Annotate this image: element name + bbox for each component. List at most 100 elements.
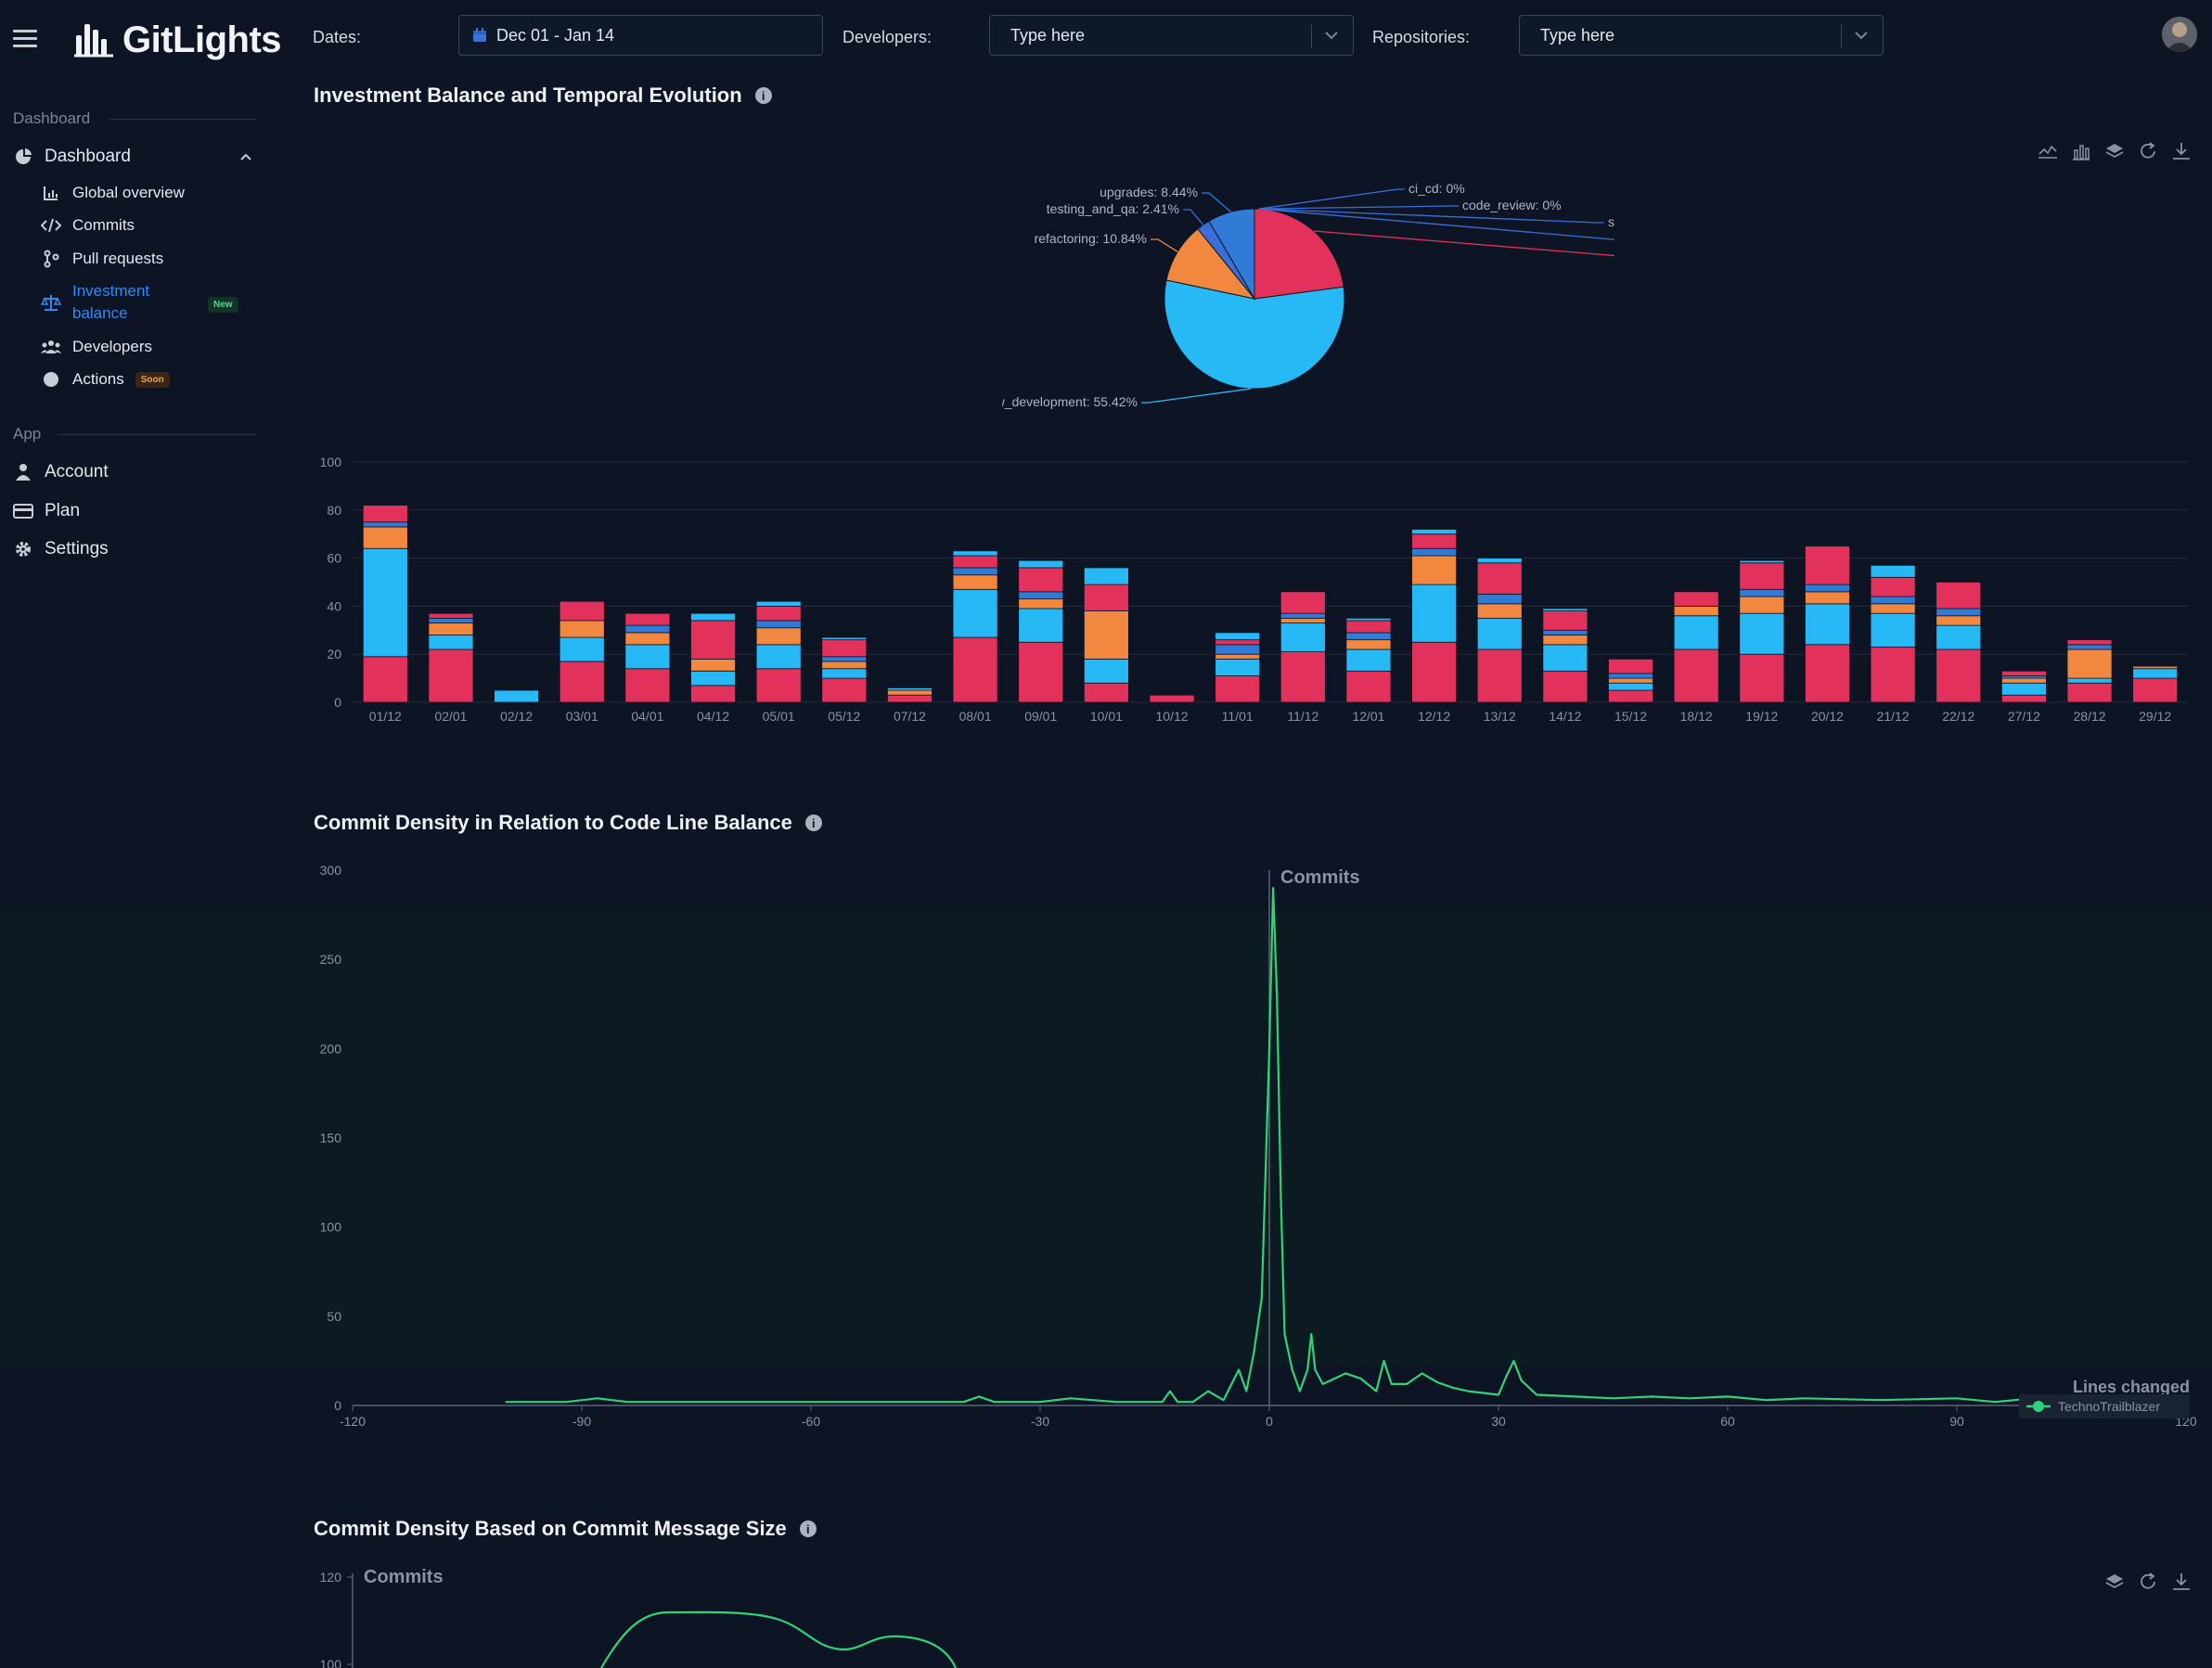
bar-segment[interactable] xyxy=(624,612,671,626)
bar-segment[interactable] xyxy=(1411,529,1458,535)
bar-segment[interactable] xyxy=(1936,648,1982,703)
bar-segment[interactable] xyxy=(952,567,998,576)
bar-segment[interactable] xyxy=(1345,620,1392,634)
bar-segment[interactable] xyxy=(1280,651,1326,703)
bar-segment[interactable] xyxy=(821,677,868,703)
bar-segment[interactable] xyxy=(952,550,998,557)
legend[interactable]: TechnoTrailblazer xyxy=(2019,1394,2190,1418)
bar-segment[interactable] xyxy=(1870,576,1916,597)
bar-segment[interactable] xyxy=(1215,639,1261,646)
bar-segment[interactable] xyxy=(821,668,868,679)
bar-segment[interactable] xyxy=(1936,582,1982,609)
bar-segment[interactable] xyxy=(1608,658,1653,674)
bar-segment[interactable] xyxy=(1018,608,1064,643)
repositories-input[interactable]: Type here xyxy=(1540,25,1615,45)
bar-segment[interactable] xyxy=(690,685,736,703)
sidebar-item-account[interactable]: Account xyxy=(13,462,109,482)
bar-segment[interactable] xyxy=(559,620,605,638)
bar-segment[interactable] xyxy=(952,555,998,569)
bar-segment[interactable] xyxy=(1476,594,1523,605)
bar-segment[interactable] xyxy=(2132,668,2179,679)
bar-segment[interactable] xyxy=(1805,545,1850,585)
info-icon[interactable]: i xyxy=(754,87,772,104)
bar-segment[interactable] xyxy=(1083,682,1129,703)
bar-segment[interactable] xyxy=(887,694,932,703)
refresh-icon[interactable] xyxy=(2138,1572,2158,1592)
bar-segment[interactable] xyxy=(1542,635,1588,646)
sidebar-item-plan[interactable]: Plan xyxy=(13,501,80,521)
bar-segment[interactable] xyxy=(428,612,474,619)
bar-segment[interactable] xyxy=(1345,617,1392,622)
stack-icon[interactable] xyxy=(2104,141,2125,161)
bar-segment[interactable] xyxy=(1411,641,1458,703)
bar-segment[interactable] xyxy=(1018,559,1064,569)
info-icon[interactable]: i xyxy=(804,815,822,831)
pie-slice[interactable] xyxy=(1164,279,1345,390)
download-icon[interactable] xyxy=(2171,141,2192,161)
bar-segment[interactable] xyxy=(1411,555,1458,585)
bar-segment[interactable] xyxy=(1542,629,1588,635)
bar-segment[interactable] xyxy=(1805,644,1850,703)
bar-chart-icon[interactable] xyxy=(2071,141,2091,161)
sidebar-item-investment-balance[interactable]: Investment balance xyxy=(41,280,149,325)
bar-segment[interactable] xyxy=(2066,648,2113,679)
bar-segment[interactable] xyxy=(494,689,540,703)
bar-segment[interactable] xyxy=(1673,615,1719,650)
bar-segment[interactable] xyxy=(1739,562,1785,590)
pie-slice[interactable] xyxy=(1165,227,1256,300)
bar-segment[interactable] xyxy=(755,620,802,629)
bar-segment[interactable] xyxy=(821,656,868,662)
bar-segment[interactable] xyxy=(952,636,998,703)
bar-segment[interactable] xyxy=(428,617,474,623)
bar-segment[interactable] xyxy=(1608,682,1653,691)
bar-segment[interactable] xyxy=(2000,670,2047,676)
chevron-down-icon[interactable] xyxy=(1853,27,1870,44)
bar-segment[interactable] xyxy=(1936,624,1982,650)
bar-segment[interactable] xyxy=(1673,591,1719,607)
bar-segment[interactable] xyxy=(1215,632,1261,641)
bar-segment[interactable] xyxy=(362,505,408,523)
bar-segment[interactable] xyxy=(1476,558,1523,564)
bar-segment[interactable] xyxy=(1739,596,1785,614)
repositories-select[interactable]: Type here xyxy=(1519,15,1884,56)
bar-segment[interactable] xyxy=(755,600,802,607)
bar-segment[interactable] xyxy=(1345,648,1392,672)
chevron-up-icon[interactable] xyxy=(239,152,252,161)
bar-segment[interactable] xyxy=(1215,658,1261,676)
bar-segment[interactable] xyxy=(1411,533,1458,549)
bar-segment[interactable] xyxy=(1936,608,1982,617)
bar-segment[interactable] xyxy=(428,622,474,635)
bar-segment[interactable] xyxy=(1018,591,1064,600)
bar-segment[interactable] xyxy=(2066,644,2113,650)
bar-segment[interactable] xyxy=(1345,670,1392,703)
bar-segment[interactable] xyxy=(362,547,408,658)
bar-segment[interactable] xyxy=(1018,598,1064,609)
bar-segment[interactable] xyxy=(362,521,408,528)
bar-segment[interactable] xyxy=(2132,665,2179,670)
bar-segment[interactable] xyxy=(428,635,474,650)
stack-icon[interactable] xyxy=(2104,1572,2125,1592)
bar-segment[interactable] xyxy=(1542,644,1588,672)
sidebar-item-pull-requests[interactable]: Pull requests xyxy=(41,249,163,269)
bar-segment[interactable] xyxy=(1739,559,1785,564)
bar-segment[interactable] xyxy=(624,624,671,634)
bar-segment[interactable] xyxy=(428,648,474,703)
pie-slice[interactable] xyxy=(1254,208,1344,300)
bar-segment[interactable] xyxy=(1018,641,1064,703)
bar-segment[interactable] xyxy=(1083,584,1129,611)
bar-segment[interactable] xyxy=(1936,615,1982,626)
bar-segment[interactable] xyxy=(1673,648,1719,703)
bar-segment[interactable] xyxy=(1149,694,1195,703)
bar-segment[interactable] xyxy=(1542,610,1588,631)
bar-segment[interactable] xyxy=(1608,689,1653,703)
bar-segment[interactable] xyxy=(1870,564,1916,578)
bar-segment[interactable] xyxy=(624,632,671,646)
developers-select[interactable]: Type here xyxy=(989,15,1354,56)
bar-segment[interactable] xyxy=(1411,584,1458,643)
bar-segment[interactable] xyxy=(1870,647,1916,703)
download-icon[interactable] xyxy=(2171,1572,2192,1592)
density-line[interactable] xyxy=(600,1610,958,1668)
bar-segment[interactable] xyxy=(1608,673,1653,679)
bar-segment[interactable] xyxy=(1345,639,1392,650)
bar-segment[interactable] xyxy=(821,661,868,670)
